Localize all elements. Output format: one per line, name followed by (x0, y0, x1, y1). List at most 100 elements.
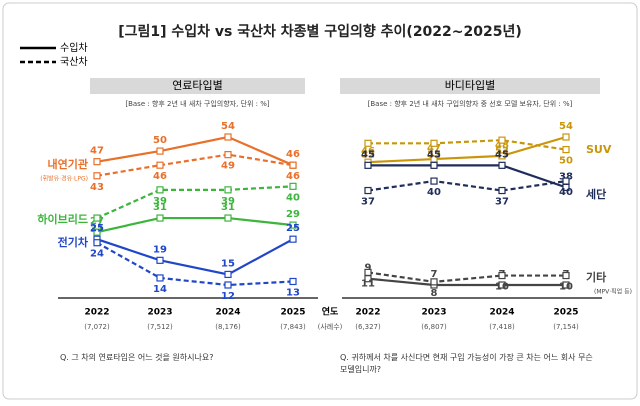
question-box: Q. 귀하께서 차를 사신다면 현재 구입 가능성이 가장 큰 차는 어느 회사… (340, 353, 593, 374)
data-label: 47 (427, 143, 441, 154)
point-marker (156, 214, 164, 222)
point-marker (93, 158, 101, 166)
data-label: 12 (221, 291, 235, 302)
question-box: Q. 그 차의 연료타입은 어느 것을 원하시나요? (60, 353, 214, 362)
point-marker (156, 161, 164, 169)
point-marker (562, 133, 570, 141)
series-line (96, 135, 294, 167)
point-marker (562, 271, 570, 280)
point-marker (289, 235, 297, 243)
point-marker (93, 239, 101, 247)
data-label: 45 (361, 149, 375, 160)
series-line (368, 164, 567, 189)
data-label: 19 (153, 244, 167, 255)
data-label: 13 (286, 287, 300, 298)
point-marker (289, 277, 297, 286)
data-label: 50 (559, 156, 573, 167)
x-sub-label: (사례수) (318, 322, 343, 331)
panel-header (90, 78, 305, 94)
point-marker (364, 161, 372, 169)
frame (2, 2, 638, 400)
data-label: 40 (427, 187, 441, 198)
data-label: 10 (495, 282, 509, 293)
point-marker (156, 274, 164, 282)
series-line (96, 238, 294, 276)
x-tick-note: (7,154) (553, 323, 579, 331)
point-marker (289, 221, 297, 229)
x-tick-note: (6,807) (421, 323, 447, 331)
data-label: 54 (559, 121, 573, 132)
data-label: 8 (431, 288, 438, 299)
legend-label: 수입차 (60, 41, 88, 54)
series-name: 전기차 (58, 235, 89, 249)
question: Q. 귀하께서 차를 사신다면 현재 구입 가능성이 가장 큰 차는 어느 회사… (340, 353, 593, 374)
series-line (96, 185, 294, 220)
point-marker (364, 268, 372, 277)
panel-subtitle: [Base : 향후 2년 내 새차 구입의향자, 단위 : %] (125, 99, 270, 108)
point-marker (93, 172, 101, 180)
data-label: 39 (221, 196, 235, 207)
series-line (96, 216, 294, 234)
data-label: 24 (90, 249, 104, 260)
series-name: 세단 (586, 187, 606, 201)
data-label: 37 (361, 197, 375, 208)
point-marker (156, 147, 164, 155)
point-marker (224, 270, 232, 279)
legend-label: 국산차 (60, 56, 88, 68)
data-label: 45 (427, 149, 441, 160)
series-line (367, 277, 566, 287)
panel-subtitle: [Base : 향후 2년 내 새차 구입의향자 중 선호 모델 보유자, 단위… (368, 99, 573, 108)
x-label: 연도 (322, 307, 339, 318)
data-label: 53 (495, 146, 509, 157)
point-marker (224, 214, 232, 222)
point-marker (224, 151, 232, 159)
x-tick-note: (7,843) (280, 323, 306, 331)
data-label: 49 (221, 161, 235, 172)
data-label: 37 (495, 197, 509, 208)
point-marker (498, 186, 506, 195)
question: Q. 그 차의 연료타입은 어느 것을 원하시나요? (60, 353, 214, 362)
point-marker (364, 186, 372, 195)
point-marker (430, 161, 438, 169)
data-label: 25 (286, 223, 300, 234)
data-label: 11 (361, 278, 375, 289)
series-line (367, 135, 567, 164)
point-marker (156, 186, 164, 194)
data-label: 10 (559, 282, 573, 293)
data-label: 47 (90, 146, 104, 157)
x-tick-label: 2023 (147, 308, 172, 318)
data-label: 40 (286, 192, 300, 203)
data-label: 31 (153, 202, 167, 213)
data-label: 14 (153, 284, 167, 295)
data-label: 46 (286, 171, 300, 182)
point-marker (562, 177, 570, 185)
panel-title: 연료타입별 (172, 79, 223, 92)
data-label: 45 (495, 149, 509, 160)
panel-title: 바디타입별 (445, 79, 496, 92)
x-tick-label: 2022 (355, 308, 380, 318)
x-tick-note: (7,072) (84, 323, 110, 331)
data-label: 52 (361, 149, 375, 160)
point-marker (430, 278, 438, 286)
point-marker (364, 139, 372, 147)
point-marker (562, 281, 570, 289)
point-marker (498, 152, 506, 160)
data-label: 31 (221, 202, 235, 213)
x-tick-label: 2024 (489, 308, 514, 318)
data-label: 46 (286, 149, 300, 160)
title: [그림1] 수입차 vs 국산차 차종별 구입의향 추이(2022~2025년) (118, 23, 522, 40)
series-line (368, 139, 567, 151)
series-name: 내연기관 (48, 157, 88, 171)
x-tick-label: 2025 (280, 308, 305, 318)
point-marker (498, 271, 506, 280)
point-marker (289, 182, 297, 190)
series-line (367, 179, 567, 192)
series-line (96, 241, 294, 287)
data-label: 39 (153, 196, 167, 207)
data-label: 46 (361, 146, 375, 157)
point-marker (289, 161, 297, 169)
series-name: 기타 (586, 270, 607, 284)
series-name: 하이브리드 (37, 212, 88, 226)
x-tick-label: 2025 (553, 308, 578, 318)
